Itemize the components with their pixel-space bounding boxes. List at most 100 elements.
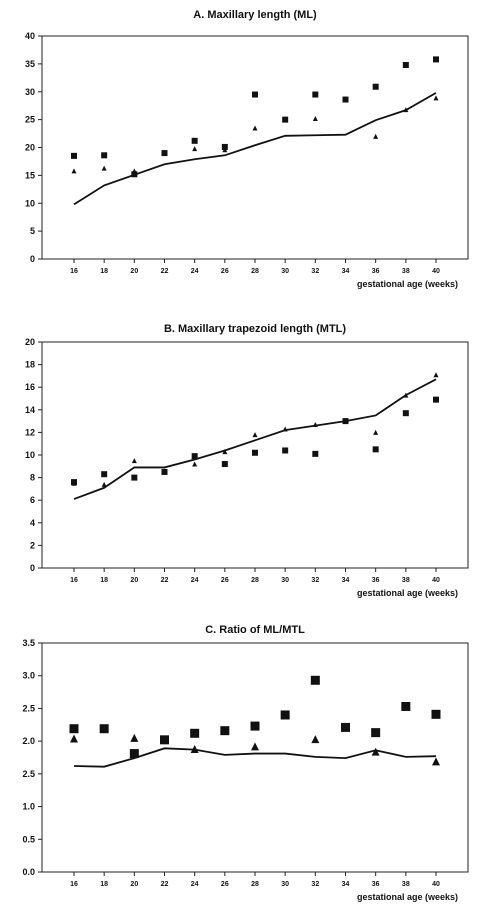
x-tick-label: 20 [130, 268, 138, 275]
square-point [372, 83, 379, 90]
y-tick-label: 3.0 [22, 671, 35, 681]
triangle-point [251, 742, 259, 751]
square-point [401, 701, 411, 711]
x-tick-label: 22 [161, 881, 169, 888]
triangle-point [190, 744, 199, 753]
x-tick-label: 34 [342, 577, 350, 584]
y-tick-label: 5 [30, 226, 35, 236]
triangle-point [101, 481, 107, 487]
square-point [221, 143, 228, 150]
triangle-point [252, 125, 258, 131]
triangle-point [71, 168, 77, 174]
x-tick-label: 26 [221, 881, 229, 888]
square-point [282, 447, 289, 454]
x-tick-label: 28 [251, 577, 259, 584]
square-point [402, 61, 409, 68]
x-axis-label: gestational age (weeks) [357, 892, 458, 902]
triangle-point [403, 107, 409, 113]
chart-panel-3: C. Ratio of ML/MTL 0.0 0.5 1.0 2.5 2.0 2.5 3.0 3… [22, 624, 469, 902]
y-tick-label: 40 [25, 31, 35, 41]
trend-line [73, 378, 437, 500]
x-tick-label: 24 [191, 881, 199, 888]
x-axis-label: gestational age (weeks) [357, 588, 458, 598]
x-tick-label: 34 [342, 881, 350, 888]
x-tick-label: 36 [372, 881, 380, 888]
triangle-point [282, 426, 288, 432]
square-point [191, 137, 198, 144]
y-tick-label: 0 [30, 563, 35, 573]
square-point [250, 721, 260, 731]
square-point [71, 152, 77, 159]
x-tick-label: 32 [311, 268, 319, 275]
square-point [131, 474, 138, 481]
square-point [220, 726, 230, 736]
x-tick-label: 18 [100, 881, 108, 888]
x-tick-label: 40 [432, 577, 440, 584]
square-point [312, 450, 319, 457]
x-tick-label: 30 [281, 881, 289, 888]
x-tick-label: 20 [130, 881, 138, 888]
x-tick-label: 20 [130, 577, 138, 584]
x-tick-label: 40 [432, 268, 440, 275]
square-point [101, 471, 108, 478]
chart-title: A. Maxillary length (ML) [193, 9, 317, 21]
y-tick-label: 0.5 [22, 834, 35, 844]
square-point [431, 709, 441, 719]
square-point [310, 675, 320, 685]
square-point [101, 152, 108, 159]
y-tick-label: 6 [30, 495, 35, 505]
triangle-point [312, 421, 318, 427]
triangle-point [403, 392, 409, 398]
plot-frame [41, 35, 469, 260]
triangle-point [252, 432, 258, 438]
x-tick-label: 36 [372, 268, 380, 275]
y-tick-label: 2 [30, 540, 35, 550]
y-tick-label: 3.5 [22, 638, 35, 648]
y-tick-label: 10 [25, 450, 35, 460]
triangle-point [371, 747, 380, 756]
y-tick-label: 10 [25, 198, 35, 208]
y-tick-label: 20 [25, 143, 35, 153]
y-tick-label: 30 [25, 87, 35, 97]
trend-line [73, 92, 437, 206]
triangle-point [131, 458, 137, 464]
x-tick-label: 16 [70, 881, 78, 888]
triangle-point [312, 116, 318, 122]
triangle-point [373, 429, 379, 435]
y-tick-label: 4 [30, 518, 35, 528]
triangle-point [71, 480, 77, 486]
triangle-point [162, 150, 167, 156]
x-tick-label: 30 [281, 268, 289, 275]
plot-frame [41, 642, 469, 873]
y-tick-label: 16 [25, 382, 35, 392]
square-point [131, 171, 138, 178]
square-point [69, 724, 79, 734]
square-point [433, 56, 439, 63]
trend-line [73, 747, 437, 768]
triangle-point [162, 468, 167, 474]
triangle-point [373, 133, 379, 139]
square-point [372, 446, 379, 453]
square-point [371, 728, 381, 738]
triangle-point [433, 372, 439, 378]
y-tick-label: 1.0 [22, 802, 35, 812]
square-point [433, 396, 439, 403]
chart-title: C. Ratio of ML/MTL [205, 624, 305, 636]
x-tick-label: 26 [221, 268, 229, 275]
triangle-point [101, 165, 107, 171]
triangle-point [343, 418, 348, 424]
square-point [252, 449, 258, 456]
square-point [191, 453, 198, 460]
triangle-point [192, 146, 198, 152]
y-tick-label: 0.0 [22, 867, 35, 877]
y-tick-label: 0 [30, 254, 35, 264]
x-tick-label: 38 [402, 268, 410, 275]
y-tick-label: 2.5 [22, 769, 35, 779]
x-tick-label: 32 [311, 577, 319, 584]
x-tick-label: 24 [191, 268, 199, 275]
triangle-point [192, 461, 198, 467]
x-tick-label: 30 [281, 577, 289, 584]
x-tick-label: 22 [161, 577, 169, 584]
y-tick-label: 12 [25, 427, 35, 437]
